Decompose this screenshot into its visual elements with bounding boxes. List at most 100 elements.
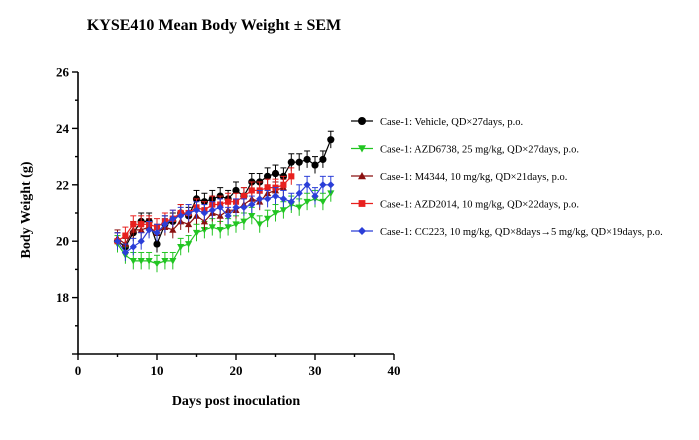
legend-marker (358, 200, 366, 207)
series-layer (113, 130, 335, 273)
data-point (303, 198, 311, 206)
legend-label: Case-1: CC223, 10 mg/kg, QD×8days→5 mg/k… (380, 227, 663, 238)
legend-marker (358, 172, 366, 180)
y-ticks: 18 20 22 24 26 (56, 65, 78, 355)
data-point (113, 237, 122, 245)
data-point (177, 243, 185, 251)
data-point (264, 184, 271, 191)
data-point (327, 190, 335, 197)
data-point (271, 192, 280, 200)
data-point (311, 192, 319, 200)
data-point (287, 158, 295, 166)
data-point (311, 161, 319, 169)
data-point (225, 198, 232, 205)
data-point (271, 169, 280, 178)
series-line (117, 187, 284, 245)
x-tick-label: 0 (75, 363, 82, 378)
data-point (303, 155, 311, 164)
data-point (264, 195, 272, 203)
y-tick-label: 18 (56, 290, 70, 305)
data-point (169, 226, 177, 233)
chart-title: KYSE410 Mean Body Weight ± SEM (87, 17, 341, 34)
data-point (232, 203, 240, 211)
data-point (130, 221, 137, 228)
data-point (240, 218, 248, 226)
series-5 (113, 175, 335, 261)
data-point (208, 224, 216, 231)
x-tick-label: 10 (151, 363, 164, 378)
data-point (185, 209, 193, 217)
series-line (117, 139, 332, 248)
data-point (319, 181, 327, 189)
data-point (129, 243, 137, 251)
data-point (256, 195, 264, 203)
data-point (240, 203, 248, 211)
y-tick-label: 22 (56, 177, 69, 192)
data-point (200, 227, 208, 234)
data-point (295, 204, 303, 211)
data-point (177, 212, 185, 220)
legend-label: Case-1: M4344, 10 mg/kg, QD×21days, p.o. (380, 172, 567, 183)
series-line (117, 192, 332, 265)
data-point (216, 203, 224, 211)
data-point (224, 212, 232, 220)
y-tick-label: 24 (56, 121, 70, 136)
data-point (216, 227, 224, 234)
data-point (319, 155, 327, 164)
data-point (138, 221, 145, 228)
data-point (208, 206, 216, 214)
data-point (279, 207, 287, 214)
legend-marker (358, 227, 366, 235)
data-point (122, 232, 129, 239)
legend-item: Case-1: Vehicle, QD×27days, p.o. (351, 117, 523, 128)
data-point (145, 226, 153, 234)
data-point (232, 221, 240, 228)
data-point (192, 206, 201, 214)
x-tick-label: 40 (388, 363, 401, 378)
legend-item: Case-1: CC223, 10 mg/kg, QD×8days→5 mg/k… (351, 227, 663, 238)
x-ticks: 0 10 20 30 40 (75, 354, 401, 378)
data-point (248, 212, 256, 220)
data-point (303, 181, 311, 189)
data-point (287, 198, 295, 206)
data-point (327, 181, 335, 189)
data-point (121, 248, 129, 257)
legend-item: Case-1: AZD2014, 10 mg/kg, QD×22days, p.… (351, 200, 579, 211)
data-point (295, 189, 303, 197)
x-axis-label: Days post inoculation (172, 394, 301, 409)
legend: Case-1: Vehicle, QD×27days, p.o. Case-1: … (351, 117, 663, 238)
x-tick-label: 30 (309, 363, 322, 378)
data-point (248, 187, 255, 194)
data-point (200, 209, 208, 217)
series-line (117, 183, 331, 254)
x-tick-label: 20 (230, 363, 243, 378)
data-point (264, 172, 272, 180)
data-point (327, 136, 335, 144)
legend-label: Case-1: AZD6738, 25 mg/kg, QD×27days, p.… (380, 145, 579, 156)
data-point (319, 198, 327, 206)
legend-marker (358, 145, 366, 153)
data-point (240, 193, 247, 200)
data-point (288, 173, 295, 180)
legend-label: Case-1: Vehicle, QD×27days, p.o. (380, 117, 523, 128)
data-point (271, 210, 280, 217)
data-point (279, 195, 287, 203)
data-point (153, 260, 161, 268)
data-point (129, 258, 137, 265)
data-point (153, 240, 161, 248)
legend-item: Case-1: M4344, 10 mg/kg, QD×21days, p.o. (351, 172, 567, 183)
data-point (169, 258, 177, 265)
y-tick-label: 20 (56, 234, 69, 249)
data-point (137, 237, 145, 245)
data-point (280, 181, 287, 188)
data-point (185, 220, 193, 228)
data-point (264, 215, 272, 223)
data-point (248, 200, 256, 209)
data-point (224, 224, 232, 231)
data-point (161, 258, 169, 265)
legend-marker (358, 117, 366, 125)
data-point (232, 186, 240, 195)
data-point (137, 258, 145, 265)
data-point (256, 221, 264, 228)
